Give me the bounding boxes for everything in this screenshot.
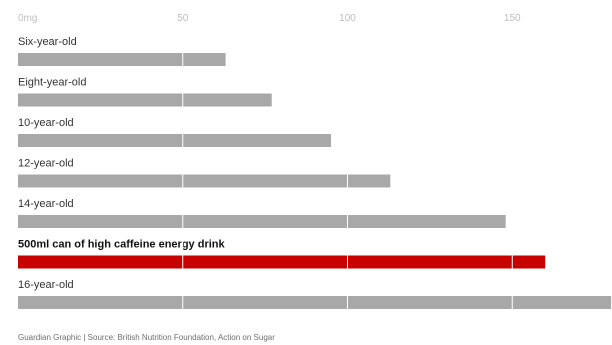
category-label: 14-year-old [18, 198, 74, 210]
category-label: 10-year-old [18, 117, 74, 129]
source-note: Guardian Graphic | Source: British Nutri… [18, 333, 275, 342]
bar [18, 53, 226, 66]
category-label: Eight-year-old [18, 77, 86, 89]
x-tick-label: 100 [339, 13, 356, 24]
bar [18, 215, 506, 228]
bar-chart: 0mg 50 100 150 Six-year-old Eight-year-old 10-… [18, 13, 612, 310]
bar [18, 134, 332, 147]
bar [18, 296, 612, 309]
x-tick-label: 150 [504, 13, 521, 24]
category-label: 500ml can of high caffeine energy drink [18, 239, 225, 251]
category-label: 16-year-old [18, 279, 74, 291]
bar [18, 93, 272, 107]
highlight-bar [18, 255, 546, 269]
x-tick-label: 50 [177, 13, 189, 24]
x-tick-label: 0mg [18, 13, 37, 24]
category-label: 12-year-old [18, 158, 74, 170]
bar [18, 174, 391, 188]
category-label: Six-year-old [18, 36, 77, 48]
